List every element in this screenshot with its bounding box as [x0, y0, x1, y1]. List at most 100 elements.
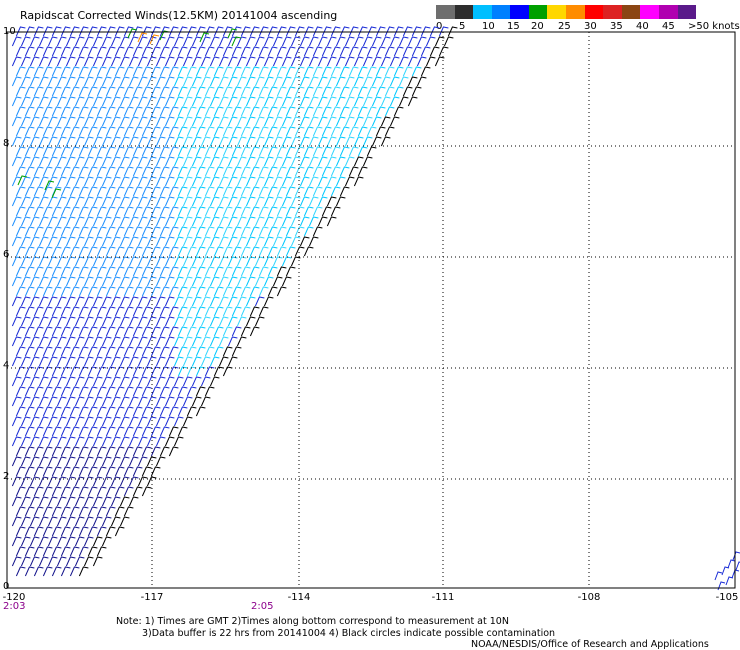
wind-barb	[182, 316, 193, 327]
wind-barb	[20, 36, 31, 47]
wind-barb	[294, 46, 305, 57]
wind-barb	[204, 286, 215, 297]
wind-barb	[200, 296, 211, 307]
wind-barb	[371, 56, 382, 67]
wind-barb	[146, 56, 157, 67]
wind-barb	[186, 86, 197, 97]
wind-barb	[15, 226, 26, 237]
wind-barb	[51, 426, 62, 437]
wind-barb	[119, 276, 130, 287]
wind-barb	[285, 66, 296, 77]
wind-barb	[128, 396, 139, 407]
wind-barb	[168, 426, 179, 437]
wind-barb	[159, 266, 170, 277]
wind-barb	[213, 246, 224, 257]
wind-barb	[146, 216, 157, 227]
wind-barb	[168, 126, 179, 137]
wind-barb	[177, 86, 188, 97]
wind-barb	[199, 32, 210, 43]
wind-barb	[236, 336, 247, 347]
wind-barb	[105, 126, 116, 137]
wind-barb	[105, 286, 116, 297]
wind-barb	[51, 66, 62, 77]
wind-barb	[47, 36, 58, 47]
wind-barb	[105, 506, 116, 517]
wind-barb	[132, 206, 143, 217]
wind-barb	[317, 216, 328, 227]
wind-barb	[182, 196, 193, 207]
wind-barb	[330, 186, 341, 197]
wind-barb	[42, 146, 53, 157]
wind-barb	[42, 126, 53, 137]
wind-barb	[24, 226, 35, 237]
wind-barb	[114, 146, 125, 157]
wind-barb	[159, 326, 170, 337]
wind-barb	[254, 216, 265, 227]
wind-barb	[105, 366, 116, 377]
wind-barb	[263, 96, 274, 107]
wind-barb	[727, 559, 736, 569]
wind-barb	[155, 316, 166, 327]
wind-barb	[87, 466, 98, 477]
wind-barb	[150, 126, 161, 137]
wind-barb	[137, 156, 148, 167]
wind-barb	[155, 296, 166, 307]
wind-barb	[20, 116, 31, 127]
wind-barb	[78, 506, 89, 517]
wind-barb	[182, 296, 193, 307]
wind-barb	[213, 366, 224, 377]
wind-barbs-layer	[11, 26, 740, 591]
wind-barb	[15, 346, 26, 357]
wind-barb	[132, 326, 143, 337]
wind-barb	[299, 156, 310, 167]
wind-barb	[96, 526, 107, 537]
wind-barb	[47, 516, 58, 527]
wind-barb	[213, 206, 224, 217]
wind-barb	[344, 96, 355, 107]
wind-barb	[56, 476, 67, 487]
wind-barb	[312, 86, 323, 97]
wind-barb	[155, 196, 166, 207]
wind-barb	[191, 256, 202, 267]
wind-barb	[357, 146, 368, 157]
wind-barb	[132, 186, 143, 197]
wind-barb	[195, 326, 206, 337]
wind-barb	[56, 356, 67, 367]
wind-barb	[47, 56, 58, 67]
wind-barb	[150, 366, 161, 377]
wind-barb	[209, 316, 220, 327]
wind-barb	[204, 266, 215, 277]
wind-barb	[267, 106, 278, 117]
wind-barb	[56, 176, 67, 187]
wind-barb	[258, 226, 269, 237]
wind-barb	[51, 106, 62, 117]
wind-barb	[339, 26, 350, 37]
wind-barb	[380, 76, 391, 87]
wind-barb	[191, 156, 202, 167]
wind-barb	[249, 206, 260, 217]
wind-barb	[42, 26, 53, 37]
wind-barb	[47, 536, 58, 547]
wind-barb	[60, 366, 71, 377]
wind-barb	[20, 456, 31, 467]
wind-barb	[366, 46, 377, 57]
wind-barb	[119, 336, 130, 347]
wind-barb	[290, 216, 301, 227]
wind-barb	[173, 356, 184, 367]
wind-barb	[87, 226, 98, 237]
wind-barb	[137, 36, 148, 47]
wind-barb	[330, 106, 341, 117]
wind-barb	[281, 176, 292, 187]
wind-barb	[65, 436, 76, 447]
wind-barb	[204, 306, 215, 317]
wind-barb	[236, 116, 247, 127]
wind-barb	[20, 236, 31, 247]
wind-barb	[173, 276, 184, 287]
wind-barb	[33, 486, 44, 497]
wind-barb	[83, 276, 94, 287]
wind-barb	[96, 266, 107, 277]
wind-barb	[285, 86, 296, 97]
wind-barb	[326, 216, 337, 227]
wind-barb	[294, 246, 305, 257]
wind-barb	[92, 76, 103, 87]
